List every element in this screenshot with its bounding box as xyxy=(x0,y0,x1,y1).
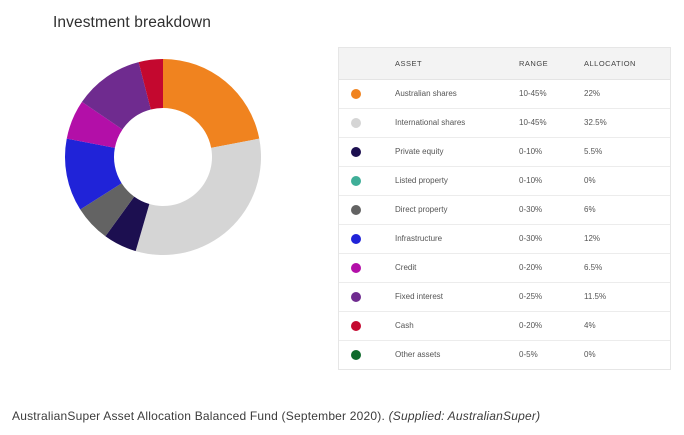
cell-asset: International shares xyxy=(395,118,466,127)
donut-slice-international-shares xyxy=(135,138,262,256)
table-row: Infrastructure 0-30% 12% xyxy=(339,225,670,254)
legend-swatch xyxy=(351,350,361,360)
figure-caption: AustralianSuper Asset Allocation Balance… xyxy=(12,409,540,423)
cell-range: 0-30% xyxy=(519,234,543,243)
cell-asset: Credit xyxy=(395,263,417,272)
header-range: RANGE xyxy=(519,59,549,68)
table-row: Other assets 0-5% 0% xyxy=(339,341,670,369)
caption-source: (Supplied: AustralianSuper) xyxy=(388,409,541,423)
cell-range: 10-45% xyxy=(519,118,547,127)
table-row: Private equity 0-10% 5.5% xyxy=(339,138,670,167)
cell-range: 0-25% xyxy=(519,292,543,301)
cell-asset: Infrastructure xyxy=(395,234,443,243)
cell-asset: Direct property xyxy=(395,205,448,214)
cell-asset: Listed property xyxy=(395,176,448,185)
cell-range: 0-20% xyxy=(519,321,543,330)
cell-allocation: 12% xyxy=(584,234,601,243)
header-asset: ASSET xyxy=(395,59,423,68)
table-row: Cash 0-20% 4% xyxy=(339,312,670,341)
cell-range: 0-30% xyxy=(519,205,543,214)
cell-allocation: 6% xyxy=(584,205,596,214)
cell-allocation: 11.5% xyxy=(584,292,607,301)
cell-allocation: 6.5% xyxy=(584,263,603,272)
table-row: Listed property 0-10% 0% xyxy=(339,167,670,196)
legend-swatch xyxy=(351,234,361,244)
donut-slice-fixed-interest xyxy=(81,62,151,130)
table-row: Credit 0-20% 6.5% xyxy=(339,254,670,283)
donut-slice-direct-property xyxy=(80,183,135,237)
legend-swatch xyxy=(351,205,361,215)
cell-range: 10-45% xyxy=(519,89,547,98)
cell-asset: Other assets xyxy=(395,350,441,359)
cell-asset: Australian shares xyxy=(395,89,457,98)
allocation-table: ASSET RANGE ALLOCATION Australian shares… xyxy=(338,47,671,370)
chart-title: Investment breakdown xyxy=(53,14,211,31)
legend-swatch xyxy=(351,321,361,331)
cell-allocation: 0% xyxy=(584,176,596,185)
donut-slice-infrastructure xyxy=(65,138,122,210)
table-body: Australian shares 10-45% 22% International … xyxy=(339,80,670,369)
cell-allocation: 0% xyxy=(584,350,596,359)
cell-range: 0-10% xyxy=(519,147,543,156)
header-allocation: ALLOCATION xyxy=(584,59,636,68)
cell-range: 0-20% xyxy=(519,263,543,272)
legend-swatch xyxy=(351,118,361,128)
cell-range: 0-5% xyxy=(519,350,538,359)
cell-allocation: 22% xyxy=(584,89,601,98)
legend-swatch xyxy=(351,263,361,273)
table-row: International shares 10-45% 32.5% xyxy=(339,109,670,138)
donut-slice-australian-shares xyxy=(163,59,260,148)
cell-allocation: 4% xyxy=(584,321,596,330)
donut-slice-private-equity xyxy=(105,196,150,252)
table-row: Australian shares 10-45% 22% xyxy=(339,80,670,109)
cell-asset: Fixed interest xyxy=(395,292,444,301)
cell-allocation: 5.5% xyxy=(584,147,603,156)
table-header: ASSET RANGE ALLOCATION xyxy=(339,48,670,80)
caption-text: AustralianSuper Asset Allocation Balance… xyxy=(12,409,389,423)
cell-asset: Private equity xyxy=(395,147,444,156)
legend-swatch xyxy=(351,176,361,186)
table-row: Fixed interest 0-25% 11.5% xyxy=(339,283,670,312)
legend-swatch xyxy=(351,89,361,99)
table-row: Direct property 0-30% 6% xyxy=(339,196,670,225)
legend-swatch xyxy=(351,292,361,302)
donut-slice-credit xyxy=(66,101,123,148)
donut-slice-cash xyxy=(138,59,163,110)
cell-asset: Cash xyxy=(395,321,414,330)
cell-range: 0-10% xyxy=(519,176,543,185)
legend-swatch xyxy=(351,147,361,157)
cell-allocation: 32.5% xyxy=(584,118,607,127)
